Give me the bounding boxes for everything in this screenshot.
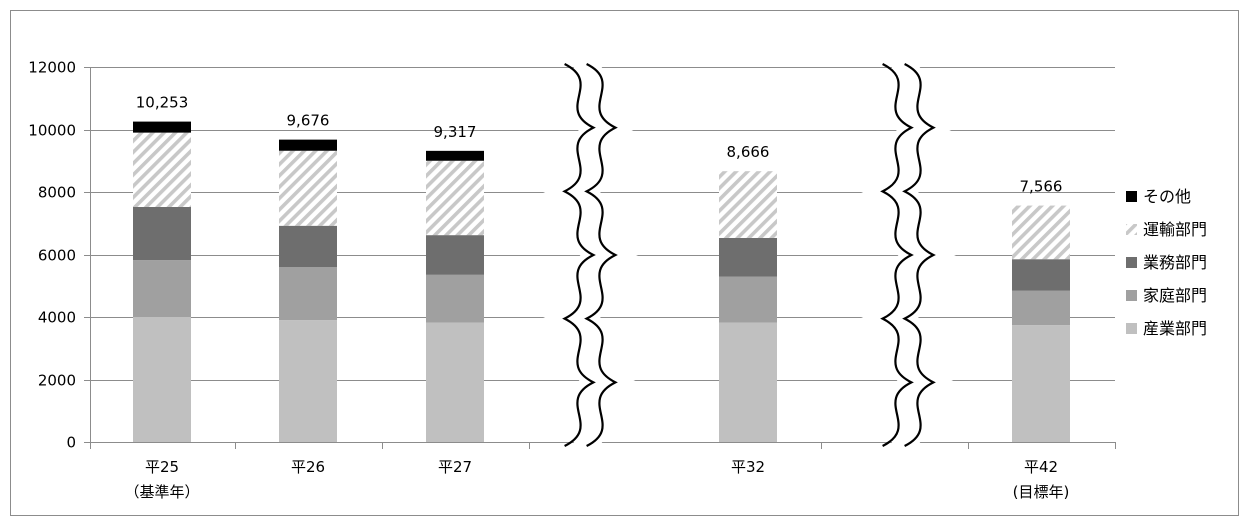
- legend-swatch-産業部門: [1126, 323, 1137, 334]
- total-label-平26: 9,676: [287, 112, 330, 130]
- legend-label-家庭部門: 家庭部門: [1143, 286, 1207, 305]
- legend-swatch-家庭部門: [1126, 290, 1137, 301]
- bar-産業部門-平26: [279, 320, 337, 442]
- x-tick-sublabel-平42: (目標年): [1013, 483, 1070, 501]
- x-tick-label-平25: 平25: [145, 458, 179, 476]
- y-tick-label-0: 0: [66, 434, 76, 452]
- x-tick-label-平42: 平42: [1024, 458, 1058, 476]
- bar-産業部門-平27: [426, 322, 484, 442]
- legend-label-産業部門: 産業部門: [1143, 319, 1207, 338]
- y-tick-label-6000: 6000: [38, 247, 76, 265]
- bar-産業部門-平32: [719, 322, 777, 442]
- axis-break-line-left-2: [880, 63, 914, 447]
- axis-break-line-left-1: [562, 63, 596, 447]
- axis-break-line-right-1: [584, 63, 618, 447]
- legend-label-運輸部門: 運輸部門: [1143, 220, 1207, 239]
- bar-家庭部門-平25: [133, 260, 191, 317]
- bar-運輸部門-平27: [426, 160, 484, 236]
- y-tick-label-8000: 8000: [38, 184, 76, 202]
- bar-家庭部門-平32: [719, 276, 777, 323]
- axis-break-mask-1: [541, 50, 639, 460]
- bar-運輸部門-平25: [133, 132, 191, 207]
- legend-swatch-運輸部門: [1126, 224, 1137, 235]
- bar-業務部門-平27: [426, 235, 484, 275]
- total-label-平42: 7,566: [1020, 178, 1063, 196]
- bar-家庭部門-平26: [279, 267, 337, 321]
- total-label-平32: 8,666: [727, 143, 770, 161]
- legend-label-その他: その他: [1143, 187, 1191, 206]
- bar-産業部門-平25: [133, 317, 191, 442]
- y-tick-label-4000: 4000: [38, 309, 76, 327]
- x-tick-label-平32: 平32: [731, 458, 765, 476]
- bar-業務部門-平42: [1012, 259, 1070, 291]
- bar-その他-平25: [133, 121, 191, 133]
- x-tick-label-平26: 平26: [291, 458, 325, 476]
- bar-業務部門-平26: [279, 225, 337, 267]
- total-label-平25: 10,253: [136, 94, 189, 112]
- bar-業務部門-平32: [719, 237, 777, 277]
- bar-家庭部門-平42: [1012, 290, 1070, 326]
- y-tick-label-12000: 12000: [28, 59, 76, 77]
- bar-その他-平26: [279, 139, 337, 151]
- bar-その他-平27: [426, 150, 484, 161]
- y-tick-label-2000: 2000: [38, 372, 76, 390]
- y-tick-label-10000: 10000: [28, 122, 76, 140]
- bar-運輸部門-平26: [279, 150, 337, 226]
- bar-業務部門-平25: [133, 207, 191, 261]
- bar-産業部門-平42: [1012, 325, 1070, 442]
- x-tick-label-平27: 平27: [438, 458, 472, 476]
- total-label-平27: 9,317: [434, 123, 477, 141]
- legend-label-業務部門: 業務部門: [1143, 253, 1207, 272]
- bar-家庭部門-平27: [426, 274, 484, 323]
- bar-運輸部門-平42: [1012, 205, 1070, 260]
- bar-運輸部門-平32: [719, 171, 777, 238]
- x-tick-sublabel-平25: （基準年）: [124, 483, 199, 501]
- legend-swatch-その他: [1126, 191, 1137, 202]
- axis-break-mask-2: [859, 50, 957, 460]
- legend-swatch-業務部門: [1126, 257, 1137, 268]
- axis-break-line-right-2: [902, 63, 936, 447]
